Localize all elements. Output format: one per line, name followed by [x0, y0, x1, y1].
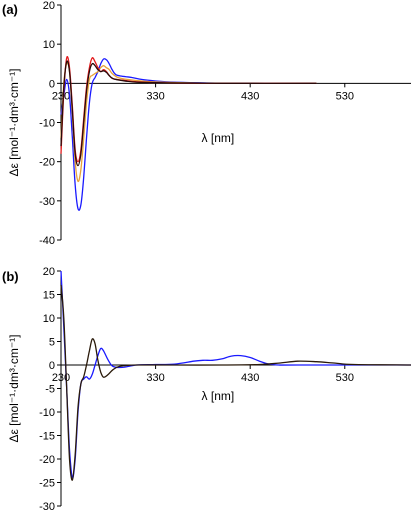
y-tick-label: -25	[39, 478, 55, 490]
series-line	[60, 62, 317, 183]
x-axis-label: λ [nm]	[202, 389, 235, 403]
chart-panel: (b) -30 -25 -20 -15 -10 -5 0 5 10 15 20 230 330 430 530…	[2, 266, 412, 512]
y-tick-label: 5	[49, 337, 55, 349]
y-tick-label: 0	[49, 78, 55, 90]
y-tick-label: -10	[39, 118, 55, 130]
y-tick-label: 20	[43, 0, 55, 12]
y-tick-label: -30	[39, 196, 55, 208]
x-tick-label: 430	[241, 372, 259, 384]
x-tick-label: 330	[146, 372, 164, 384]
series-line	[60, 270, 411, 479]
y-tick-label: -15	[39, 431, 55, 443]
x-tick-label: 430	[241, 90, 259, 102]
x-tick-label: 530	[336, 372, 354, 384]
x-tick-label: 530	[336, 90, 354, 102]
series-line	[60, 285, 412, 481]
panel-label: (b)	[2, 269, 19, 284]
y-tick-label: -30	[39, 501, 55, 512]
y-axis-label: Δε [mol⁻¹·dm³·cm⁻¹]	[7, 68, 21, 176]
x-axis-label: λ [nm]	[202, 131, 235, 145]
y-tick-label: 20	[43, 266, 55, 278]
x-tick-label: 230	[52, 372, 70, 384]
chart-panel: (a) -40 -30 -20 -10 0 10 20 230 330 430 530 λ [nm] Δε…	[2, 0, 411, 247]
y-axis-label: Δε [mol⁻¹·dm³·cm⁻¹]	[7, 334, 21, 442]
series-line	[60, 55, 317, 163]
y-tick-label: -20	[39, 157, 55, 169]
series-line	[60, 60, 317, 167]
y-tick-label: -5	[45, 384, 55, 396]
y-tick-label: 0	[49, 360, 55, 372]
series-line	[60, 58, 317, 211]
y-tick-label: -40	[39, 235, 55, 247]
y-tick-label: 15	[43, 290, 55, 302]
panel-label: (a)	[2, 2, 18, 17]
x-tick-label: 230	[52, 90, 70, 102]
y-tick-label: 10	[43, 39, 55, 51]
y-tick-label: -20	[39, 454, 55, 466]
x-tick-label: 330	[146, 90, 164, 102]
y-tick-label: 10	[43, 313, 55, 325]
y-tick-label: -10	[39, 407, 55, 419]
